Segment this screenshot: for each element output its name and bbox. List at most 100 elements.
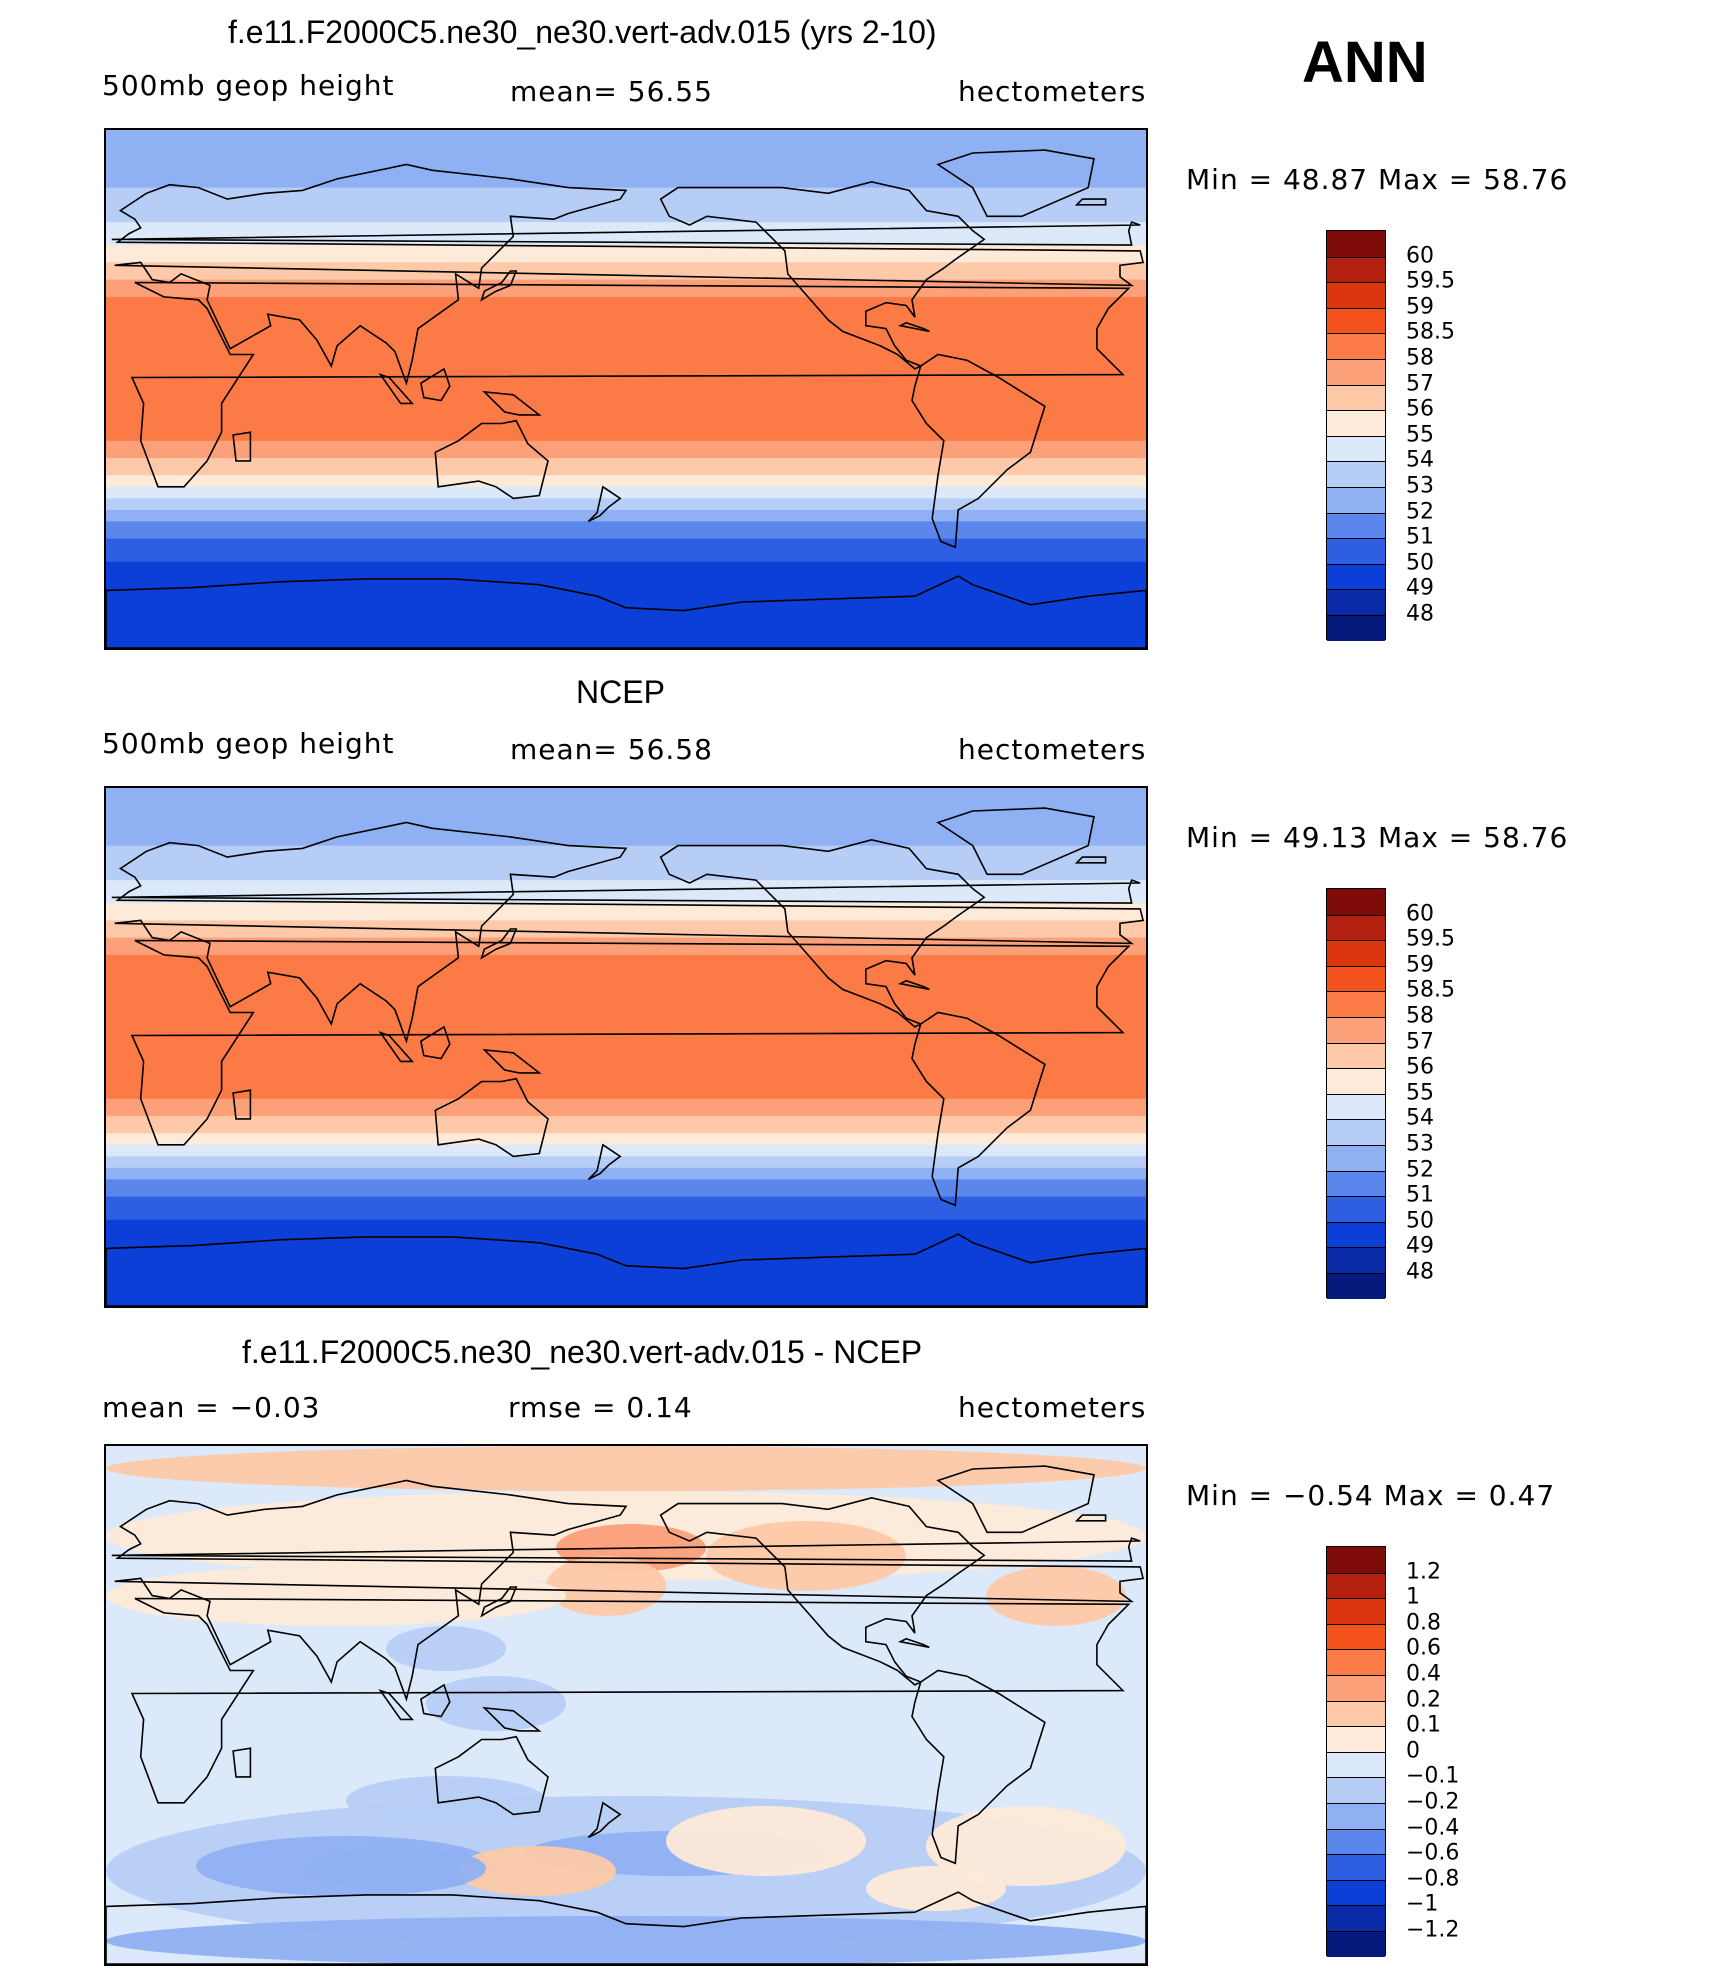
coastline xyxy=(434,1077,549,1158)
colorbar-swatch xyxy=(1327,940,1385,966)
coastline xyxy=(114,1479,1145,1702)
contour-band xyxy=(106,903,1146,921)
coastline xyxy=(111,1537,1141,1562)
coastline xyxy=(434,1735,549,1816)
contour-band xyxy=(106,1167,1146,1180)
colorbar-tick-label: 50 xyxy=(1406,1208,1434,1234)
colorbar-swatch xyxy=(1327,1196,1385,1222)
coastline xyxy=(130,281,1131,488)
colorbar-swatch xyxy=(1327,1649,1385,1675)
contour-band xyxy=(106,1133,1146,1146)
contour-band xyxy=(106,262,1146,281)
contour-region xyxy=(426,1676,566,1731)
colorbar-tick-label: 52 xyxy=(1406,499,1434,525)
coastline xyxy=(420,367,451,402)
contour-region xyxy=(706,1521,906,1591)
colorbar-swatch xyxy=(1327,1777,1385,1803)
colorbar-tick-label: 60 xyxy=(1406,901,1434,927)
panel-1-title: f.e11.F2000C5.ne30_ne30.vert-adv.015 (yr… xyxy=(228,14,937,50)
colorbar-tick-label: 56 xyxy=(1406,396,1434,422)
colorbar-swatch xyxy=(1327,461,1385,487)
contour-band xyxy=(106,1219,1146,1306)
colorbar-swatch xyxy=(1327,384,1385,411)
coastline xyxy=(482,390,542,416)
panel-3-title: f.e11.F2000C5.ne30_ne30.vert-adv.015 - N… xyxy=(242,1334,923,1370)
colorbar-swatch xyxy=(1327,1854,1385,1880)
coastline xyxy=(232,1747,252,1778)
colorbar-swatches xyxy=(1326,230,1386,641)
colorbar-swatch xyxy=(1327,1247,1385,1273)
coastline xyxy=(114,821,1145,1044)
colorbar-tick-label: 56 xyxy=(1406,1054,1434,1080)
colorbar-tick-label: 58.5 xyxy=(1406,319,1455,345)
colorbar-swatches xyxy=(1326,1546,1386,1957)
coastline xyxy=(897,321,930,333)
coastline xyxy=(911,1011,1046,1207)
coastline xyxy=(659,1496,986,1686)
colorbar-tick-label: 48 xyxy=(1406,601,1434,627)
contour-band xyxy=(106,561,1146,648)
colorbar-swatch xyxy=(1327,1675,1385,1701)
contour-band xyxy=(106,1156,1146,1169)
coastline xyxy=(378,1689,414,1721)
colorbar-tick-label: 57 xyxy=(1406,371,1434,397)
colorbar-tick-label: −0.8 xyxy=(1406,1866,1460,1892)
colorbar-swatch xyxy=(1327,1170,1385,1197)
contour-region xyxy=(106,1566,566,1626)
coastline xyxy=(1074,198,1107,206)
coastline xyxy=(106,1233,1146,1306)
coastline xyxy=(111,879,1141,904)
colorbar-tick-label: 49 xyxy=(1406,575,1434,601)
contour-band xyxy=(106,187,1146,223)
coastline xyxy=(232,431,252,462)
contour-region xyxy=(666,1806,866,1876)
panel-2-map-svg xyxy=(106,788,1146,1306)
colorbar-swatch xyxy=(1327,991,1385,1017)
coastline xyxy=(1074,1514,1107,1522)
panel-1-variable-label: 500mb geop height xyxy=(102,69,395,102)
coastline xyxy=(659,838,986,1028)
colorbar-swatch xyxy=(1327,1905,1385,1931)
colorbar-tick-label: 59.5 xyxy=(1406,926,1455,952)
colorbar-tick-label: −0.4 xyxy=(1406,1815,1460,1841)
colorbar-swatch xyxy=(1327,1145,1385,1171)
colorbar-tick-label: 57 xyxy=(1406,1029,1434,1055)
contour-band xyxy=(106,1179,1146,1198)
season-label: ANN xyxy=(1302,30,1428,95)
colorbar-tick-label: 1.2 xyxy=(1406,1559,1441,1585)
coastline xyxy=(232,1089,252,1120)
panel-2-minmax: Min = 49.13 Max = 58.76 xyxy=(1186,821,1569,854)
coastline xyxy=(420,1025,451,1060)
coastline xyxy=(106,1891,1146,1964)
colorbar-tick-label: 0.2 xyxy=(1406,1687,1441,1713)
panel-3-mean-label: mean = −0.03 xyxy=(102,1391,321,1424)
contour-band xyxy=(106,509,1146,522)
panel-2-mean-label: mean= 56.58 xyxy=(510,733,713,766)
contour-band xyxy=(106,1116,1146,1134)
panel-2-title: NCEP xyxy=(576,674,665,710)
coastline xyxy=(480,928,518,960)
contour-band xyxy=(106,245,1146,263)
coastlines xyxy=(106,807,1146,1306)
colorbar-tick-label: 0.1 xyxy=(1406,1712,1441,1738)
coastline xyxy=(434,419,549,500)
colorbar-swatch xyxy=(1327,965,1385,992)
panel-3-minmax: Min = −0.54 Max = 0.47 xyxy=(1186,1479,1556,1512)
colorbar-swatch xyxy=(1327,307,1385,334)
panel-2-map xyxy=(104,786,1148,1308)
colorbar-swatch xyxy=(1327,1803,1385,1829)
colorbar-tick-label: 50 xyxy=(1406,550,1434,576)
contour-band xyxy=(106,130,1146,189)
colorbar-swatch xyxy=(1327,487,1385,513)
coastline xyxy=(378,373,414,405)
coastline xyxy=(587,1801,622,1839)
colorbar-swatch xyxy=(1327,1017,1385,1043)
colorbar-swatch xyxy=(1327,914,1385,941)
colorbar-tick-label: 59 xyxy=(1406,294,1434,320)
contour-band xyxy=(106,1098,1146,1117)
coastline xyxy=(659,180,986,370)
colorbar-swatch xyxy=(1327,538,1385,564)
coastline xyxy=(480,270,518,302)
colorbar-swatch xyxy=(1327,231,1385,257)
colorbar-tick-label: 54 xyxy=(1406,447,1434,473)
